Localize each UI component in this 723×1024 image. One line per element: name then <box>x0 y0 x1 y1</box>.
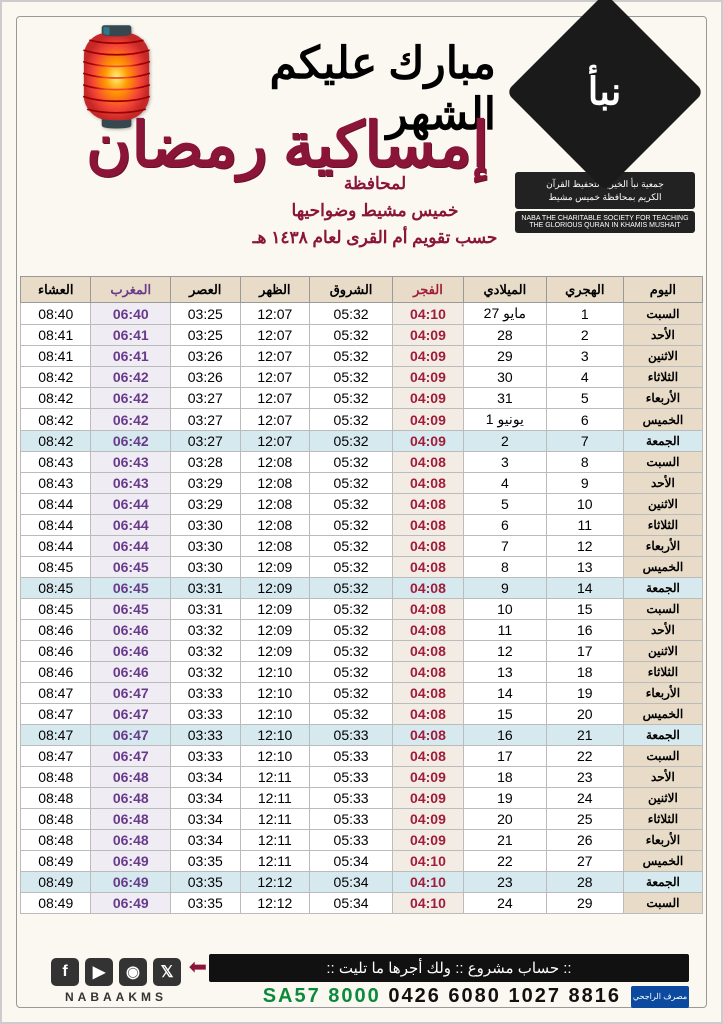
table-row: الأربعاء191404:0805:3212:1003:3306:4708:… <box>21 683 703 704</box>
imsakiya-table: اليومالهجريالميلاديالفجرالشروقالظهرالعصر… <box>20 276 703 914</box>
table-row: الأحد22804:0905:3212:0703:2506:4108:41 <box>21 325 703 346</box>
col-7: المغرب <box>91 277 171 303</box>
col-1: الهجري <box>546 277 623 303</box>
col-2: الميلادي <box>463 277 546 303</box>
header: نبأ جمعية نبأ الخيرية لتحفيظ القرآنالكري… <box>16 16 707 276</box>
table-row: الخميس272204:1005:3412:1103:3506:4908:49 <box>21 851 703 872</box>
table-row: الاثنين32904:0905:3212:0703:2606:4108:41 <box>21 346 703 367</box>
logo-sub: NABA THE CHARITABLE SOCIETY FOR TEACHING… <box>515 211 695 233</box>
table-row: الاثنين10504:0805:3212:0803:2906:4408:44 <box>21 494 703 515</box>
col-3: الفجر <box>393 277 464 303</box>
table-row: السبت221704:0805:3312:1003:3306:4708:47 <box>21 746 703 767</box>
social-block: 𝕏 ◉ ▶ f NABAAKMS <box>36 958 196 1004</box>
bank-logo: مصرف الراجحي <box>631 986 689 1008</box>
logo-name: نبأ <box>588 70 622 115</box>
table-row: الجمعة211604:0805:3312:1003:3306:4708:47 <box>21 725 703 746</box>
table-row: السبت1مايو 2704:1005:3212:0703:2506:4008… <box>21 303 703 325</box>
table-row: الجمعة282304:1005:3412:1203:3506:4908:49 <box>21 872 703 893</box>
table-row: الأربعاء262104:0905:3312:1103:3406:4808:… <box>21 830 703 851</box>
table-row: الأربعاء53104:0905:3212:0703:2706:4208:4… <box>21 388 703 409</box>
table-row: الأحد231804:0905:3312:1103:3406:4808:48 <box>21 767 703 788</box>
org-logo: نبأ جمعية نبأ الخيرية لتحفيظ القرآنالكري… <box>515 22 695 232</box>
table-row: الجمعة14904:0805:3212:0903:3106:4508:45 <box>21 578 703 599</box>
location-text: لمحافظةخميس مشيط وضواحيهاحسب تقويم أم ال… <box>243 170 507 252</box>
table-row: الاثنين241904:0905:3312:1103:3406:4808:4… <box>21 788 703 809</box>
table-row: الثلاثاء252004:0905:3312:1103:3406:4808:… <box>21 809 703 830</box>
table-row: الأحد9404:0805:3212:0803:2906:4308:43 <box>21 473 703 494</box>
arrow-icon: ⬅ <box>189 954 207 980</box>
table-row: السبت292404:1005:3412:1203:3506:4908:49 <box>21 893 703 914</box>
col-4: الشروق <box>310 277 393 303</box>
table-row: السبت151004:0805:3212:0903:3106:4508:45 <box>21 599 703 620</box>
table-row: الأربعاء12704:0805:3212:0803:3006:4408:4… <box>21 536 703 557</box>
social-handle: NABAAKMS <box>36 990 196 1004</box>
twitter-icon[interactable]: 𝕏 <box>153 958 181 986</box>
table-row: الجمعة7204:0905:3212:0703:2706:4208:42 <box>21 431 703 452</box>
table-row: الاثنين171204:0805:3212:0903:3206:4608:4… <box>21 641 703 662</box>
project-bar: :: حساب مشروع :: ولك أجرها ما تليت :: <box>209 954 689 982</box>
table-row: الثلاثاء43004:0905:3212:0703:2606:4208:4… <box>21 367 703 388</box>
col-8: العشاء <box>21 277 91 303</box>
instagram-icon[interactable]: ◉ <box>119 958 147 986</box>
col-5: الظهر <box>240 277 310 303</box>
col-6: العصر <box>171 277 241 303</box>
table-row: الخميس6يونيو 104:0905:3212:0703:2706:420… <box>21 409 703 431</box>
iban: SA57 8000 0426 6080 1027 8816 <box>263 985 621 1008</box>
facebook-icon[interactable]: f <box>51 958 79 986</box>
footer: 𝕏 ◉ ▶ f NABAAKMS ⬅ :: حساب مشروع :: ولك … <box>16 944 707 1008</box>
col-0: اليوم <box>623 277 702 303</box>
table-row: الخميس201504:0805:3212:1003:3306:4708:47 <box>21 704 703 725</box>
youtube-icon[interactable]: ▶ <box>85 958 113 986</box>
table-row: الثلاثاء181304:0805:3212:1003:3206:4608:… <box>21 662 703 683</box>
table-row: الخميس13804:0805:3212:0903:3006:4508:45 <box>21 557 703 578</box>
table-row: الثلاثاء11604:0805:3212:0803:3006:4408:4… <box>21 515 703 536</box>
table-row: الأحد161104:0805:3212:0903:3206:4608:46 <box>21 620 703 641</box>
table-row: السبت8304:0805:3212:0803:2806:4308:43 <box>21 452 703 473</box>
